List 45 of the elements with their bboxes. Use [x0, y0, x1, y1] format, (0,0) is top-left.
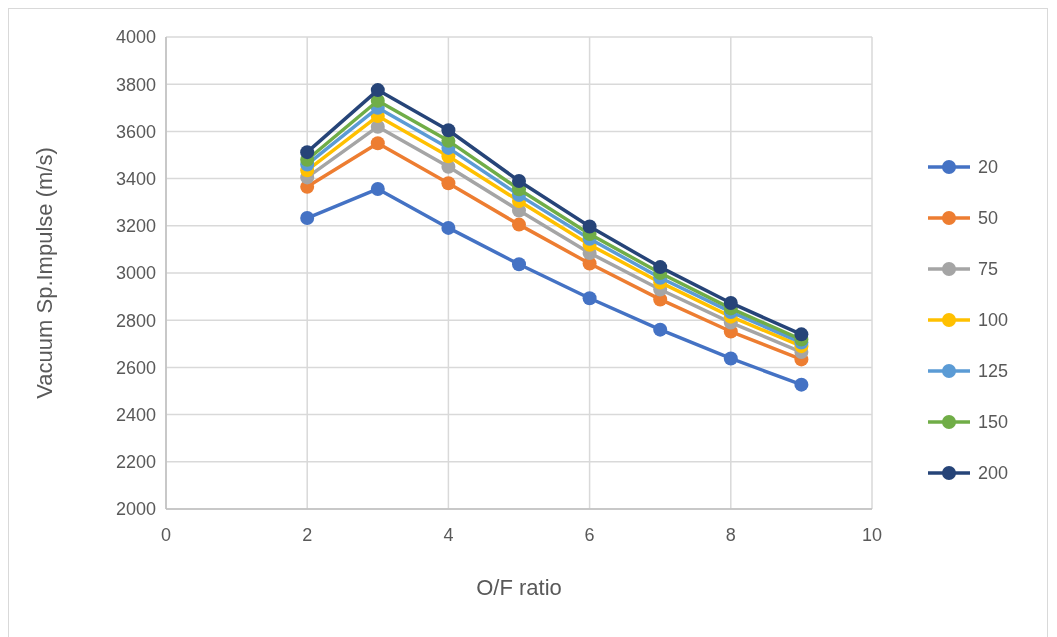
legend-label: 75 — [978, 259, 999, 280]
point — [582, 219, 597, 234]
x-tick-label: 4 — [443, 525, 454, 545]
y-tick-label: 3600 — [115, 121, 156, 142]
legend-label: 150 — [978, 412, 1009, 433]
y-tick-label: 2000 — [115, 499, 156, 520]
x-axis-title: O/F ratio — [476, 575, 562, 600]
y-tick-label: 3000 — [115, 263, 156, 284]
y-tick-label: 2600 — [115, 357, 156, 378]
point — [653, 260, 668, 275]
legend-label: 125 — [978, 361, 1009, 382]
point — [653, 322, 668, 337]
point — [794, 327, 809, 342]
y-tick-label: 2200 — [115, 452, 156, 473]
point — [582, 291, 597, 306]
legend-label: 50 — [978, 208, 999, 229]
point — [723, 351, 738, 366]
point — [512, 217, 526, 232]
point — [723, 295, 738, 310]
point — [512, 257, 526, 272]
point — [300, 145, 315, 160]
point — [300, 211, 315, 226]
x-tick-label: 8 — [725, 525, 736, 545]
legend-label: 200 — [978, 463, 1009, 484]
x-tick-label: 0 — [160, 525, 172, 545]
point — [794, 377, 809, 392]
legend-label: 20 — [978, 157, 999, 178]
point — [512, 173, 526, 188]
x-tick-label: 2 — [302, 525, 313, 545]
y-tick-label: 4000 — [115, 27, 156, 48]
point — [370, 83, 385, 98]
point — [370, 181, 385, 196]
y-tick-label: 3800 — [115, 74, 156, 95]
y-tick-label: 2400 — [115, 404, 156, 425]
x-tick-label: 10 — [861, 525, 883, 545]
y-tick-label: 3200 — [115, 216, 156, 237]
point — [441, 123, 456, 138]
y-tick-label: 3400 — [115, 168, 156, 189]
x-tick-label: 6 — [584, 525, 595, 545]
point — [370, 136, 385, 151]
point — [441, 220, 456, 235]
y-axis-title: Vacuum Sp.Impulse (m/s) — [32, 147, 57, 399]
legend-label: 100 — [978, 310, 1009, 331]
point — [441, 176, 456, 191]
y-tick-label: 2800 — [115, 310, 156, 331]
